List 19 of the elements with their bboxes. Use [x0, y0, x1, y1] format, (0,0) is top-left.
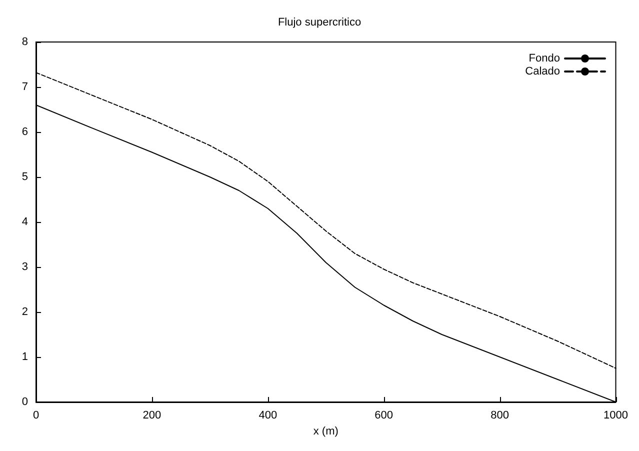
x-tick-label: 1000: [604, 410, 628, 422]
x-tick-label: 0: [32, 410, 40, 422]
y-tick-label: 4: [22, 216, 28, 228]
legend-label: Fondo: [528, 52, 560, 64]
x-tick-label: 400: [258, 410, 278, 422]
y-tick-label: 3: [22, 261, 28, 273]
y-tick-label: 6: [22, 126, 28, 138]
x-tick-label: 200: [142, 410, 162, 422]
x-axis-title: x (m): [313, 426, 338, 438]
y-tick-label: 8: [22, 36, 28, 48]
x-tick-label: 600: [374, 410, 394, 422]
chart-title: Flujo supercritico: [278, 16, 362, 28]
x-tick-label: 800: [490, 410, 509, 422]
y-tick-label: 2: [22, 306, 28, 318]
y-tick-label: 1: [22, 351, 28, 363]
y-tick-label: 0: [22, 396, 28, 408]
y-tick-label: 7: [22, 81, 28, 93]
y-tick-label: 5: [22, 171, 28, 183]
legend-label: Calado: [525, 66, 560, 78]
